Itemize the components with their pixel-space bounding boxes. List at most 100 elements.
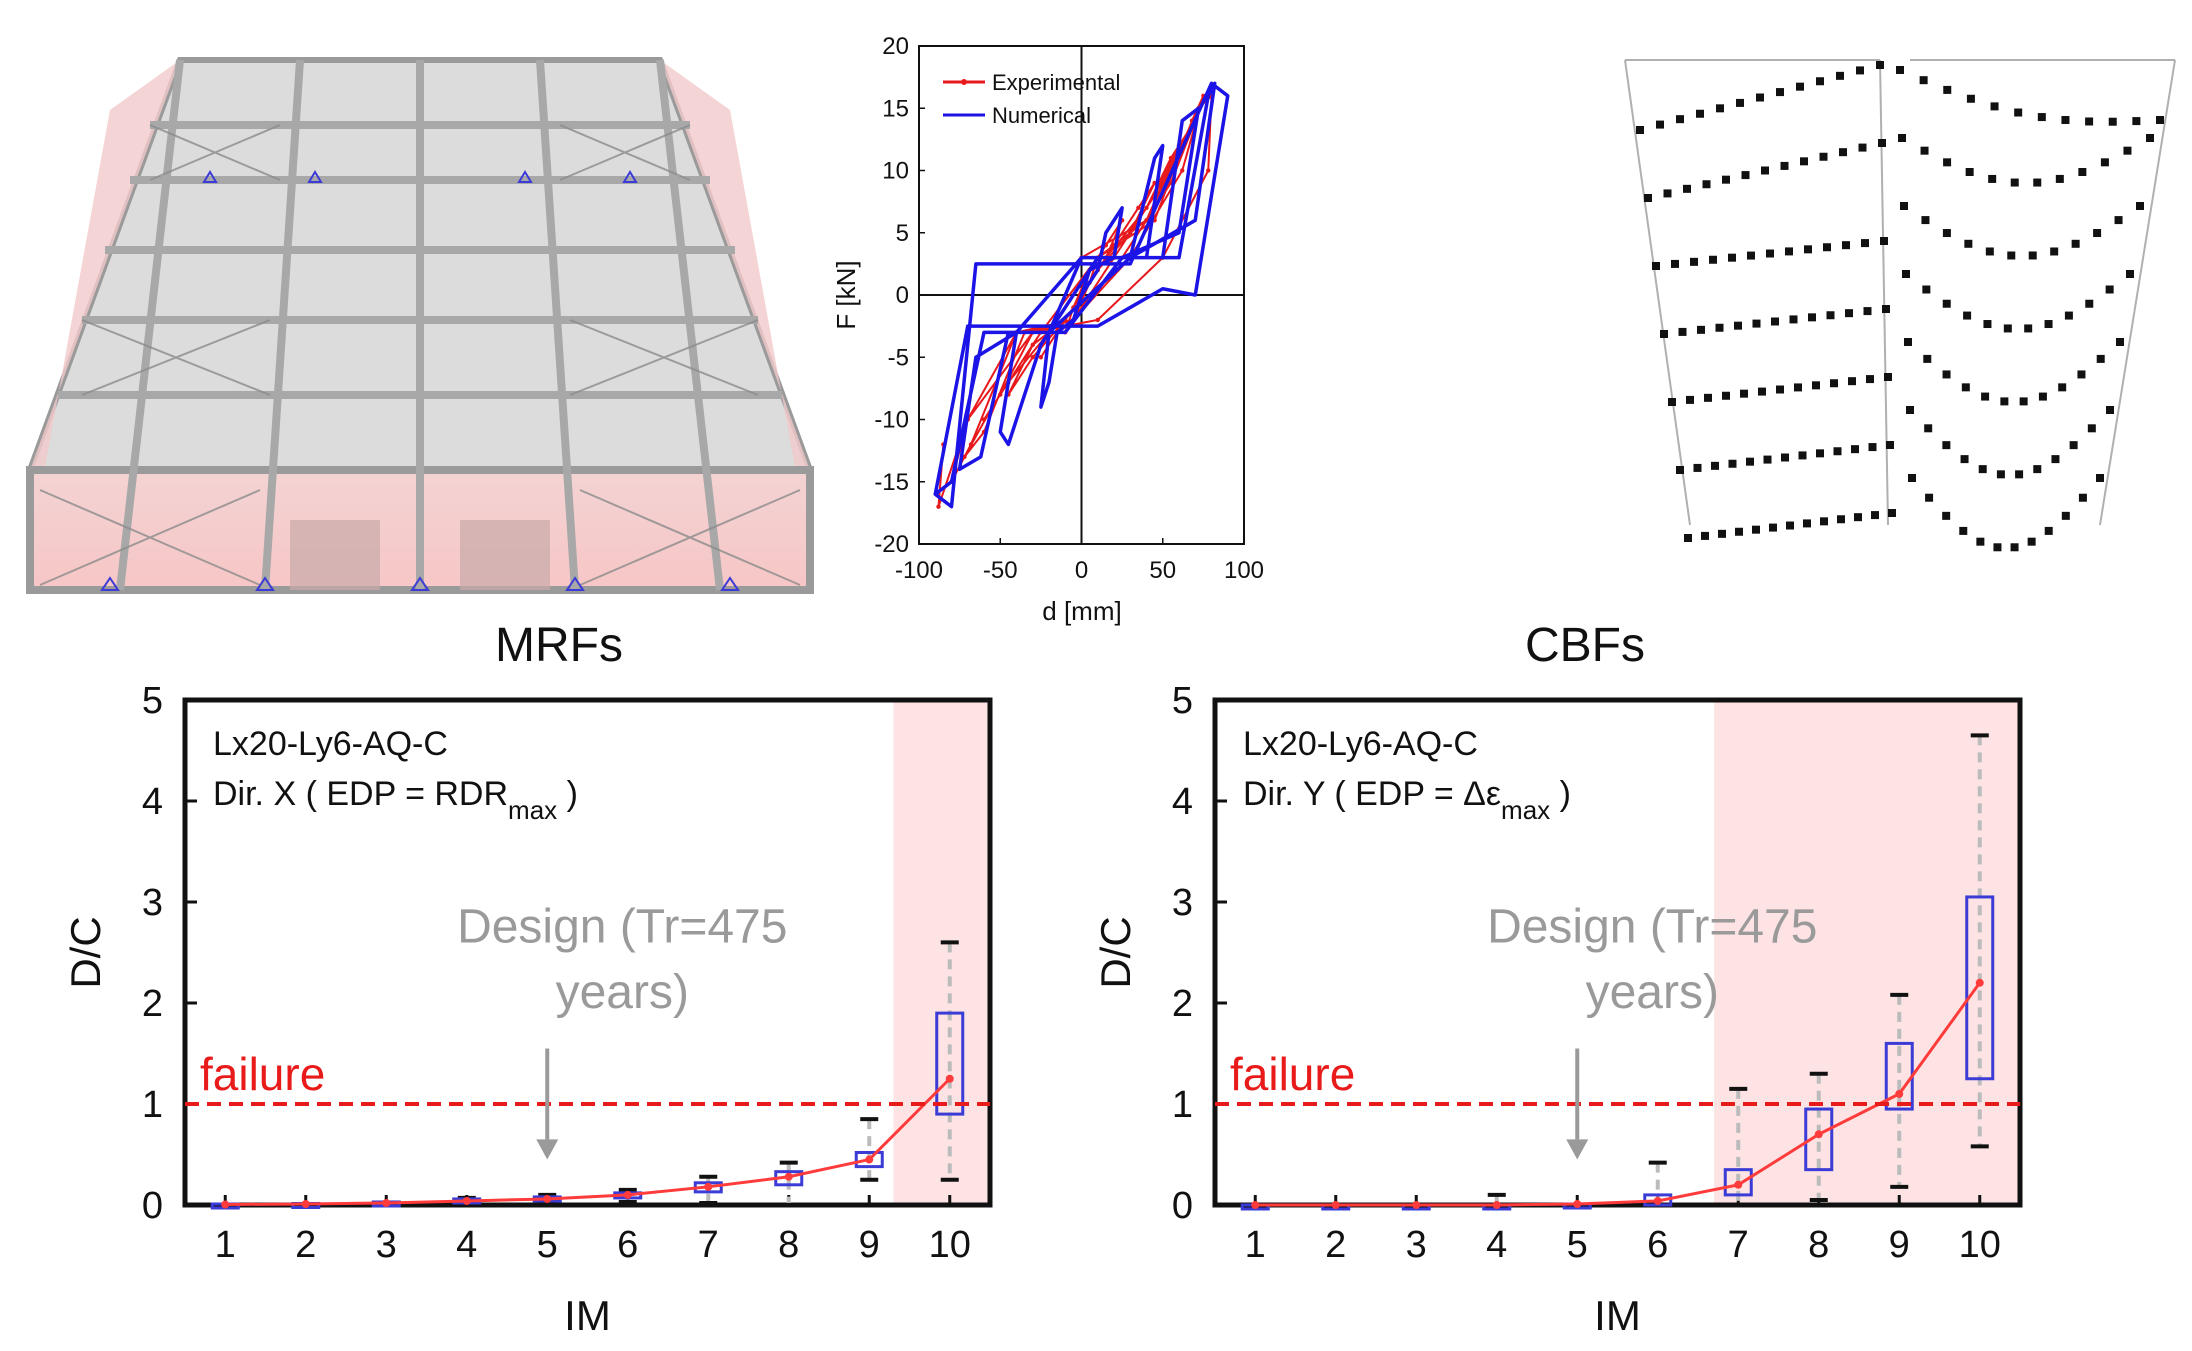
experimental-point (1038, 355, 1044, 360)
median-point (462, 1196, 471, 1205)
median-point (1412, 1201, 1421, 1209)
deformed-node (1886, 441, 1894, 449)
deformed-node (1663, 189, 1672, 198)
info-line-1: Lx20-Ly6-AQ-C (213, 725, 448, 763)
y-tick-label: -20 (874, 531, 909, 558)
x-tick-label: 6 (1647, 1224, 1668, 1266)
deformed-node (2085, 117, 2094, 126)
deformed-node (1766, 249, 1774, 258)
y-tick-label: 20 (882, 33, 909, 60)
deformed-node (1652, 262, 1660, 270)
deformed-node (1858, 143, 1867, 152)
deformed-node (1965, 168, 1974, 177)
deformed-node (1798, 451, 1807, 460)
deformed-node (1866, 375, 1874, 384)
deformed-node (1906, 406, 1914, 414)
experimental-point (962, 454, 967, 460)
deformed-node (2077, 370, 2086, 379)
deformed-node (1735, 527, 1743, 536)
deformed-node (1636, 126, 1644, 134)
deformed-node (1702, 180, 1711, 189)
deformed-nodes (1636, 61, 2164, 552)
deformed-node (1709, 255, 1717, 264)
deformed-node (1942, 229, 1951, 238)
deformed-node (1752, 319, 1761, 328)
experimental-point (981, 417, 987, 422)
experimental-point (1030, 355, 1035, 360)
x-tick-label: 6 (617, 1224, 638, 1266)
deformed-node (1722, 391, 1730, 400)
deformed-node (1896, 66, 1904, 74)
info-line-1: Lx20-Ly6-AQ-C (1243, 725, 1478, 763)
deformed-node (1842, 241, 1850, 250)
experimental-point (1136, 205, 1141, 211)
x-tick-label: 1 (215, 1224, 236, 1266)
y-tick-label: 15 (882, 95, 909, 122)
median-point (1895, 1089, 1904, 1098)
y-tick-label: 0 (142, 1185, 163, 1227)
deformed-node (2027, 537, 2036, 546)
deformed-node (2156, 116, 2164, 124)
deformed-node (1826, 311, 1835, 320)
deformed-node (1780, 161, 1789, 170)
deformed-node (1701, 531, 1709, 540)
box (1965, 895, 1995, 1081)
median-point (1573, 1199, 1582, 1208)
median-point (623, 1190, 632, 1199)
deformed-node (1776, 385, 1784, 394)
deformed-node (1752, 525, 1760, 534)
deformed-node (2114, 216, 2123, 225)
median-point (1331, 1201, 1340, 1209)
deformed-node (1983, 320, 1992, 329)
x-tick-label: 10 (929, 1224, 971, 1266)
deformed-node (1789, 315, 1798, 324)
deformed-node (1644, 194, 1652, 202)
deformed-node (2037, 113, 2046, 122)
deformed-node (1823, 243, 1831, 252)
box (1723, 1168, 1753, 1197)
deformed-node (1722, 175, 1730, 184)
deformed-node (1786, 521, 1794, 530)
y-axis-label: D/C (1092, 916, 1139, 988)
deformed-node (2000, 397, 2009, 406)
median-point (543, 1194, 552, 1203)
deformed-node (2087, 424, 2096, 433)
deformed-node (2024, 324, 2033, 333)
x-tick-label: 4 (1486, 1224, 1507, 1266)
y-tick-label: 5 (1172, 680, 1193, 722)
deformed-node (1920, 146, 1929, 155)
deformed-node (1684, 534, 1692, 542)
deformed-node (2033, 465, 2042, 474)
x-tick-label: 3 (1406, 1224, 1427, 1266)
failure-label: failure (200, 1048, 325, 1100)
deformed-node (1678, 327, 1687, 336)
deformed-node (2064, 311, 2073, 320)
x-axis-label: IM (564, 1292, 611, 1339)
x-axis-label: d [mm] (1042, 596, 1121, 626)
deformed-node (1966, 94, 1975, 103)
deformed-node (1851, 445, 1859, 454)
deformed-node (1878, 139, 1886, 147)
deformed-node (1964, 239, 1973, 248)
x-tick-label: 2 (295, 1224, 316, 1266)
cbfs-title: CBFs (1525, 619, 1645, 672)
y-tick-label: 4 (1172, 781, 1193, 823)
x-tick-label: 7 (698, 1224, 719, 1266)
box (935, 1011, 965, 1116)
deformed-node (2078, 168, 2087, 177)
deformed-node (1898, 134, 1906, 142)
median-point (784, 1172, 793, 1181)
deformed-node (1830, 379, 1838, 388)
deformed-node (1697, 325, 1705, 334)
legend-numerical: Numerical (992, 103, 1091, 128)
deformed-node (1776, 88, 1784, 97)
x-tick-label: 100 (1224, 557, 1264, 584)
legend: Experimental Numerical (943, 70, 1120, 128)
deformed-node (2096, 354, 2105, 363)
experimental-point (1180, 168, 1185, 173)
deformed-node (2058, 383, 2067, 392)
median-point (865, 1155, 874, 1164)
y-tick-label: 2 (142, 983, 163, 1025)
deformed-node (2028, 251, 2037, 260)
